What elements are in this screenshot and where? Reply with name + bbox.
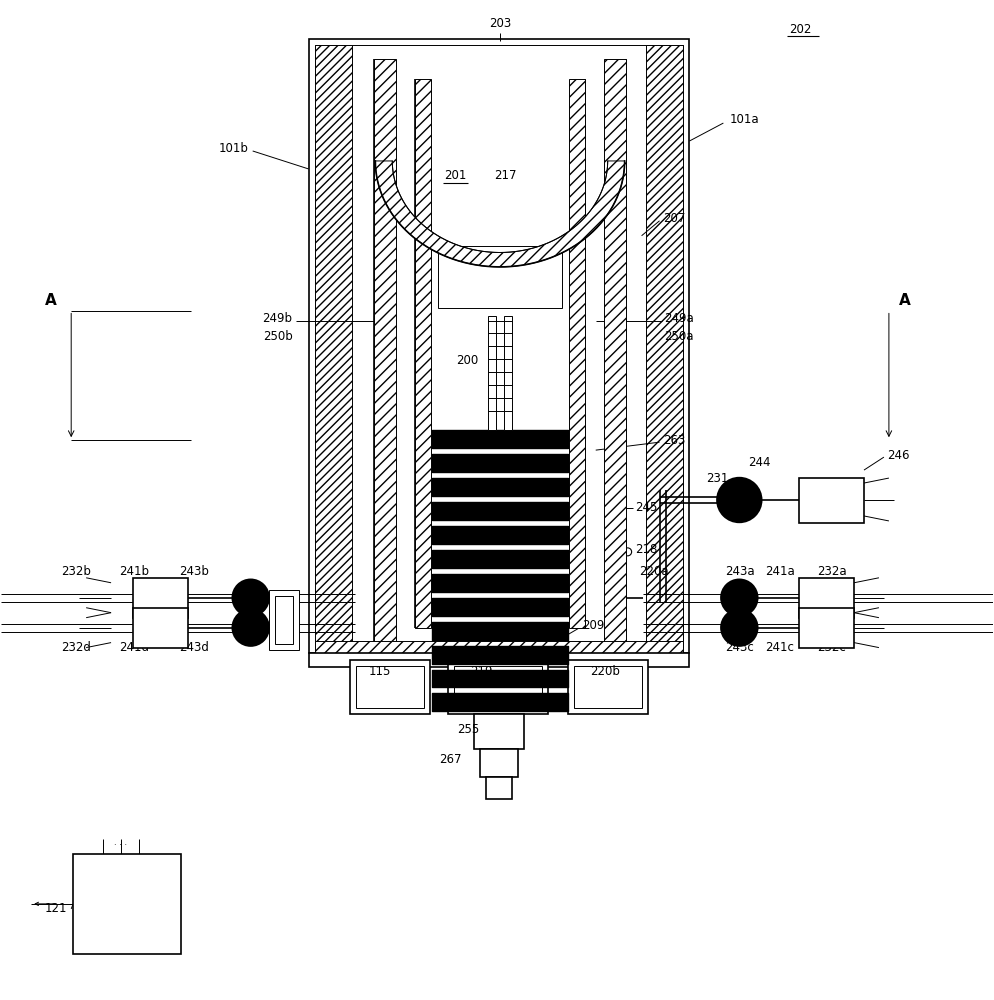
Bar: [74, 854, 181, 954]
Text: 201: 201: [444, 169, 466, 182]
Text: 245: 245: [635, 501, 658, 514]
Text: 200: 200: [456, 354, 478, 367]
Bar: [314, 641, 684, 656]
Bar: [799, 578, 854, 618]
Bar: [274, 596, 292, 644]
Text: 263: 263: [664, 434, 686, 447]
Text: 249a: 249a: [665, 312, 694, 325]
Text: 202: 202: [789, 23, 811, 36]
Bar: [504, 316, 512, 430]
Text: 232d: 232d: [62, 641, 91, 654]
Bar: [454, 666, 542, 708]
Bar: [569, 79, 584, 628]
Bar: [351, 660, 430, 714]
Text: . . .: . . .: [114, 838, 127, 847]
Text: 241c: 241c: [765, 641, 794, 654]
Text: 243d: 243d: [179, 641, 209, 654]
Bar: [308, 39, 690, 653]
Bar: [314, 45, 353, 647]
Text: 115: 115: [369, 665, 391, 678]
Text: 243c: 243c: [726, 641, 754, 654]
Text: 209: 209: [581, 619, 604, 632]
Bar: [415, 79, 431, 628]
Text: 246: 246: [887, 449, 910, 462]
Text: 207: 207: [664, 212, 686, 225]
Text: 232b: 232b: [62, 565, 91, 578]
Bar: [568, 660, 647, 714]
Text: 231: 231: [706, 472, 729, 485]
Bar: [133, 578, 188, 618]
Bar: [357, 666, 424, 708]
Bar: [574, 666, 641, 708]
Text: 249b: 249b: [262, 312, 292, 325]
Text: 220a: 220a: [639, 565, 669, 578]
Bar: [799, 478, 864, 523]
Text: A: A: [46, 293, 57, 308]
Bar: [308, 653, 690, 667]
Text: 243b: 243b: [179, 565, 209, 578]
Circle shape: [718, 478, 761, 522]
Text: 232c: 232c: [817, 641, 846, 654]
Bar: [314, 45, 684, 647]
Circle shape: [722, 610, 757, 646]
Circle shape: [722, 580, 757, 616]
Text: 121: 121: [45, 902, 68, 915]
Bar: [480, 749, 518, 777]
Text: 218: 218: [635, 543, 658, 556]
Bar: [375, 59, 397, 658]
Text: 267: 267: [439, 753, 461, 766]
Text: 255: 255: [457, 723, 479, 736]
Text: 243a: 243a: [726, 565, 755, 578]
Text: 244: 244: [748, 456, 770, 469]
Text: 241a: 241a: [765, 565, 795, 578]
Circle shape: [233, 610, 268, 646]
Text: 101a: 101a: [730, 113, 759, 126]
Bar: [474, 714, 524, 749]
Text: 219: 219: [470, 665, 493, 678]
Bar: [799, 608, 854, 648]
Bar: [645, 45, 684, 647]
Circle shape: [233, 580, 268, 616]
Bar: [438, 246, 562, 308]
Bar: [486, 777, 512, 799]
Text: 232a: 232a: [817, 565, 847, 578]
Text: 101b: 101b: [219, 142, 248, 155]
Text: 217: 217: [494, 169, 516, 182]
Text: 241d: 241d: [119, 641, 149, 654]
Text: 203: 203: [489, 17, 511, 30]
Bar: [488, 316, 496, 430]
Text: A: A: [899, 293, 911, 308]
Text: 241b: 241b: [119, 565, 149, 578]
Bar: [268, 590, 298, 650]
Text: 250b: 250b: [262, 330, 292, 343]
Bar: [603, 59, 625, 658]
Bar: [133, 608, 188, 648]
Bar: [448, 660, 548, 714]
Text: 220b: 220b: [589, 665, 619, 678]
Polygon shape: [376, 161, 624, 267]
Text: 250a: 250a: [665, 330, 694, 343]
